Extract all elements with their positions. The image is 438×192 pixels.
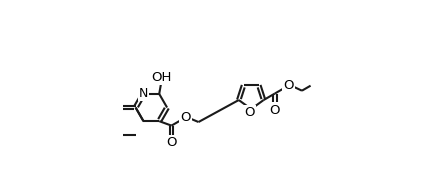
- Text: O: O: [166, 136, 177, 149]
- Text: O: O: [180, 111, 190, 124]
- Text: N: N: [138, 87, 148, 100]
- Text: O: O: [269, 103, 279, 117]
- Text: OH: OH: [151, 71, 171, 84]
- Text: O: O: [283, 79, 293, 92]
- Text: O: O: [244, 106, 254, 119]
